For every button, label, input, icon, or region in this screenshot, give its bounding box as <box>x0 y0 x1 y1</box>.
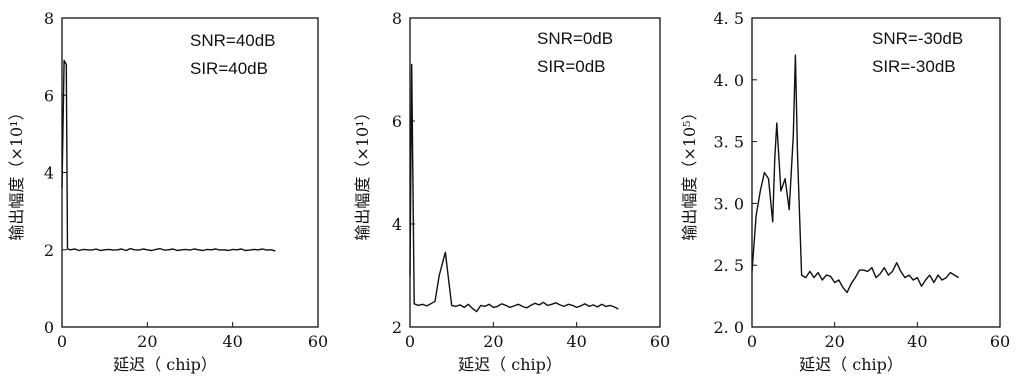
y-tick-label: 8 <box>44 9 54 28</box>
x-tick-label: 40 <box>222 332 242 351</box>
x-tick-label: 40 <box>907 332 927 351</box>
y-tick-label: 4 <box>44 164 54 183</box>
y-axis-label: 输出幅度（×10¹） <box>7 104 26 240</box>
annotation-label: SIR=0dB <box>537 57 606 76</box>
x-tick-label: 0 <box>405 332 415 351</box>
x-tick-label: 20 <box>824 332 844 351</box>
x-axis-label: 延迟（ chip） <box>458 355 562 374</box>
plot-frame <box>409 17 661 328</box>
y-axis-label: 输出幅度（×10⁵） <box>680 104 699 240</box>
annotation-label: SNR=0dB <box>537 29 613 48</box>
y-tick-label: 4. 0 <box>713 71 744 90</box>
y-tick-label: 3. 0 <box>713 194 744 213</box>
x-tick-label: 60 <box>308 332 328 351</box>
x-tick-label: 0 <box>57 332 67 351</box>
y-tick-label: 8 <box>392 9 402 28</box>
plot-frame <box>751 17 1001 328</box>
y-tick-label: 2. 5 <box>713 256 744 275</box>
annotation-label: SNR=40dB <box>190 31 276 50</box>
y-tick-label: 0 <box>44 318 54 337</box>
y-tick-label: 6 <box>44 86 54 105</box>
annotation-label: SNR=-30dB <box>872 29 963 48</box>
y-tick-label: 2 <box>44 241 54 260</box>
x-tick-label: 20 <box>483 332 503 351</box>
y-tick-label: 2 <box>392 318 402 337</box>
x-tick-label: 60 <box>990 332 1010 351</box>
chart-panel-1: 0 20 40 60 0 2 4 6 8 SNR=40dB SIR=40dB 延迟（ chip） 输出幅… <box>7 9 328 374</box>
x-axis-label: 延迟（ chip） <box>113 355 217 374</box>
y-tick-label: 3. 5 <box>713 133 744 152</box>
chart-panel-3: 0 20 40 60 2. 0 2. 5 3. 0 3. 5 4. 0 4. 5 SNR=-30dB… <box>680 9 1010 374</box>
chart-panel-2: 0 20 40 60 2 4 6 8 SNR=0dB SIR=0dB 延迟（ chip） 输出幅度（×… <box>353 9 670 374</box>
series-line <box>751 54 960 294</box>
x-axis-label: 延迟（ chip） <box>799 355 903 374</box>
x-tick-label: 40 <box>566 332 586 351</box>
annotation-label: SIR=40dB <box>190 59 268 78</box>
x-tick-label: 0 <box>747 332 757 351</box>
x-tick-label: 20 <box>137 332 157 351</box>
annotation-label: SIR=-30dB <box>872 57 956 76</box>
y-tick-label: 2. 0 <box>713 318 744 337</box>
y-tick-label: 4 <box>392 215 402 234</box>
series-line <box>409 63 619 313</box>
y-tick-label: 4. 5 <box>713 9 744 28</box>
y-axis-label: 输出幅度（×10¹） <box>353 104 372 240</box>
series-line <box>61 59 276 252</box>
y-tick-label: 6 <box>392 112 402 131</box>
x-tick-label: 60 <box>650 332 670 351</box>
